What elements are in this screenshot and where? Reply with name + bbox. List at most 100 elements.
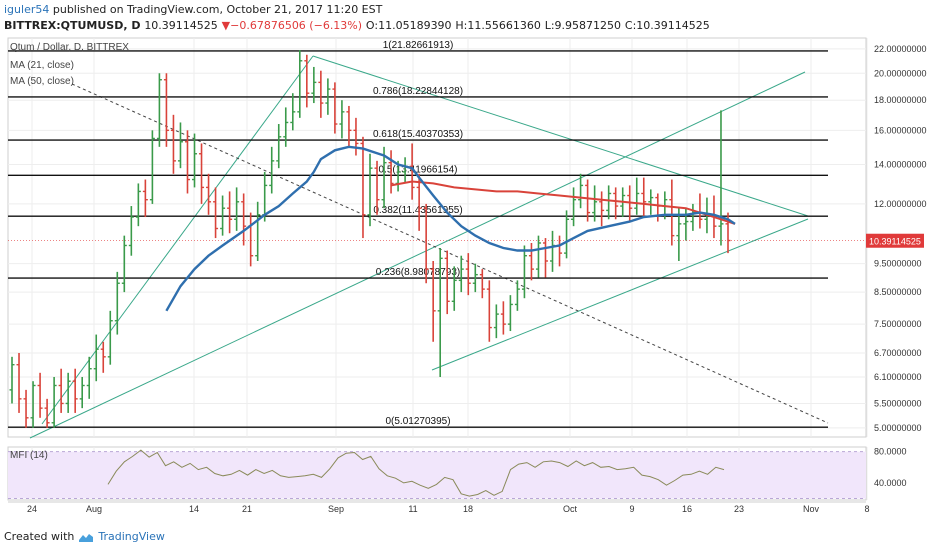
mfi-label[interactable]: MFI (14) — [10, 450, 48, 461]
candle[interactable] — [571, 187, 577, 227]
candle[interactable] — [142, 179, 148, 218]
candle[interactable] — [58, 368, 64, 413]
candle[interactable] — [353, 117, 359, 156]
candle[interactable] — [156, 73, 162, 147]
candle[interactable] — [444, 250, 450, 315]
candle[interactable] — [227, 191, 233, 234]
candle[interactable] — [423, 203, 429, 284]
candle[interactable] — [648, 189, 654, 215]
candle[interactable] — [360, 136, 366, 239]
candle[interactable] — [213, 187, 219, 239]
candle[interactable] — [416, 173, 422, 231]
candle[interactable] — [381, 146, 387, 209]
candle[interactable] — [269, 146, 275, 194]
candle[interactable] — [500, 301, 506, 335]
candle[interactable] — [107, 310, 113, 365]
candle[interactable] — [325, 78, 331, 115]
candle[interactable] — [199, 143, 205, 204]
candle[interactable] — [493, 304, 499, 339]
candle[interactable] — [170, 114, 176, 174]
candle[interactable] — [486, 280, 492, 342]
candle[interactable] — [339, 100, 345, 139]
candle[interactable] — [528, 242, 534, 281]
ma-21-line[interactable] — [165, 145, 736, 312]
candle[interactable] — [128, 206, 134, 256]
candle[interactable] — [311, 66, 317, 104]
candle[interactable] — [346, 105, 352, 147]
candle[interactable] — [290, 93, 296, 131]
candle[interactable] — [44, 398, 50, 428]
mfi-line[interactable] — [107, 449, 725, 497]
candle[interactable] — [163, 73, 169, 147]
candle[interactable] — [458, 255, 464, 293]
candle[interactable] — [451, 266, 457, 311]
candle[interactable] — [676, 208, 682, 261]
candle[interactable] — [437, 248, 443, 377]
candle[interactable] — [592, 185, 598, 222]
candle[interactable] — [409, 143, 415, 200]
candle[interactable] — [9, 356, 15, 404]
price-pane[interactable] — [7, 37, 867, 438]
candle[interactable] — [521, 245, 527, 299]
candle[interactable] — [51, 376, 57, 428]
candle[interactable] — [192, 133, 198, 188]
candle[interactable] — [318, 70, 324, 118]
candle[interactable] — [367, 153, 373, 227]
candle[interactable] — [206, 173, 212, 215]
candle[interactable] — [514, 280, 520, 311]
candle[interactable] — [220, 195, 226, 236]
candle[interactable] — [641, 177, 647, 218]
candle[interactable] — [542, 238, 548, 278]
candle[interactable] — [388, 150, 394, 194]
candle[interactable] — [241, 193, 247, 246]
candle[interactable] — [507, 295, 513, 332]
candle[interactable] — [465, 253, 471, 296]
candle[interactable] — [72, 368, 78, 413]
candle[interactable] — [65, 372, 71, 413]
candle[interactable] — [86, 356, 92, 399]
candle[interactable] — [283, 107, 289, 147]
candle[interactable] — [535, 235, 541, 278]
legend-ma21[interactable]: MA (21, close) — [10, 60, 74, 71]
candle[interactable] — [79, 376, 85, 409]
candle[interactable] — [669, 179, 675, 246]
candle[interactable] — [332, 82, 338, 134]
ma-50-line[interactable] — [390, 180, 736, 225]
candle[interactable] — [23, 389, 29, 428]
trend-line[interactable] — [431, 218, 809, 371]
candle[interactable] — [297, 50, 303, 118]
candle[interactable] — [114, 271, 120, 335]
trend-line[interactable] — [312, 55, 809, 217]
author-link[interactable]: iguler54 — [4, 3, 50, 16]
candle[interactable] — [634, 177, 640, 215]
candle[interactable] — [177, 122, 183, 169]
candle[interactable] — [149, 130, 155, 204]
trend-line[interactable] — [29, 71, 806, 439]
candle[interactable] — [121, 235, 127, 293]
trend-line[interactable] — [41, 55, 314, 425]
candle[interactable] — [430, 260, 436, 342]
candle[interactable] — [718, 110, 724, 246]
candle[interactable] — [234, 187, 240, 231]
candle[interactable] — [16, 352, 22, 413]
candle[interactable] — [374, 160, 380, 215]
candle[interactable] — [585, 179, 591, 222]
legend-ma50[interactable]: MA (50, close) — [10, 76, 74, 87]
candle[interactable] — [599, 191, 605, 227]
candle[interactable] — [564, 210, 570, 259]
candle[interactable] — [276, 124, 282, 169]
candle[interactable] — [93, 334, 99, 382]
candle[interactable] — [135, 183, 141, 227]
candle[interactable] — [606, 185, 612, 220]
candle[interactable] — [255, 201, 261, 261]
tradingview-brand[interactable]: TradingView — [98, 530, 165, 543]
candle[interactable] — [472, 263, 478, 293]
candle[interactable] — [100, 341, 106, 373]
candle[interactable] — [30, 381, 36, 428]
candle[interactable] — [304, 54, 310, 108]
candle[interactable] — [613, 187, 619, 220]
candle[interactable] — [479, 269, 485, 299]
candle[interactable] — [184, 130, 190, 194]
candle[interactable] — [578, 173, 584, 209]
